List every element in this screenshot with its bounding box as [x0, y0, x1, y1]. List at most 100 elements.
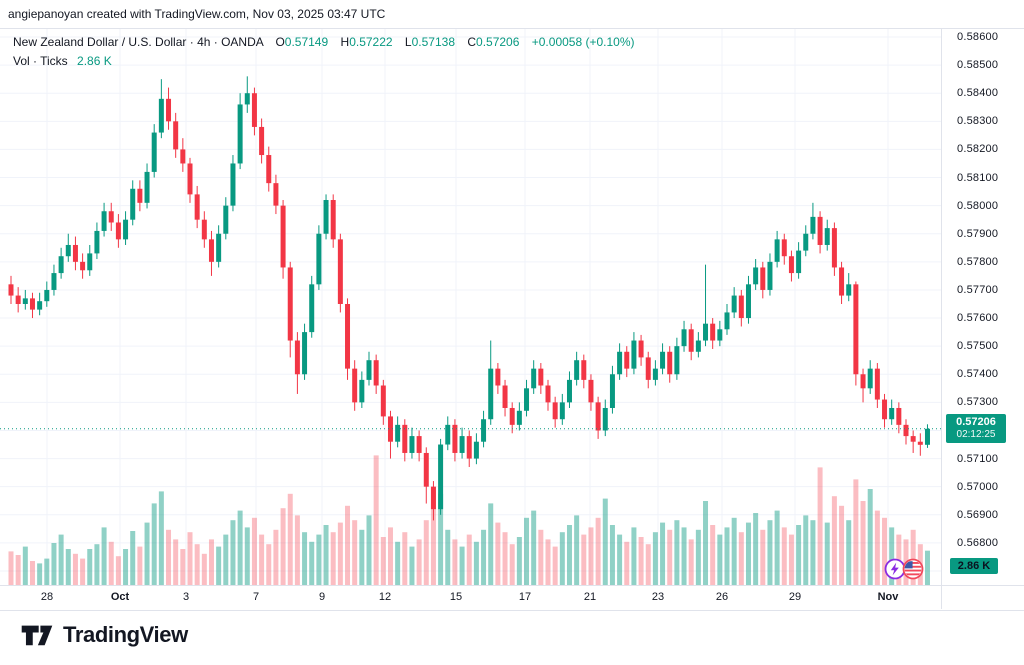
volume-bar [80, 558, 86, 585]
candle-body [767, 261, 773, 290]
tradingview-logo[interactable]: TradingView [20, 622, 188, 648]
volume-bar [373, 455, 379, 585]
candle-body [531, 368, 537, 389]
candle-body [166, 98, 172, 122]
time-axis-label: 12 [378, 591, 392, 603]
candle-body [738, 295, 744, 319]
candle-body [581, 360, 587, 380]
volume-bar [345, 505, 351, 585]
volume-bar [208, 539, 214, 585]
volume-bar [115, 556, 121, 585]
candle-body [817, 216, 823, 245]
volume-bar [724, 527, 730, 585]
price-axis-label: 0.57500 [957, 340, 999, 353]
volume-bar [137, 546, 143, 585]
volume-bar [524, 517, 530, 585]
volume-bar [323, 525, 329, 585]
candle-body [874, 368, 880, 400]
time-axis-label: 21 [583, 591, 597, 603]
candle-body [667, 351, 673, 375]
volume-bar [473, 541, 479, 585]
volume-bar [223, 534, 229, 585]
volume-bar [760, 529, 766, 585]
ohlc-close: C0.57206 [467, 35, 520, 49]
candle-body [566, 379, 572, 403]
candle-body [180, 149, 186, 164]
time-axis-label: Nov [877, 591, 899, 603]
candle-body [309, 284, 315, 333]
volume-bar [495, 522, 501, 585]
volume-bar [273, 529, 279, 585]
volume-bar [387, 527, 393, 585]
volume-bar [466, 534, 472, 585]
volume-label: Vol · Ticks [13, 54, 68, 68]
us-flag-event-icon[interactable] [902, 558, 924, 580]
candle-body [287, 267, 293, 341]
candle-body [65, 244, 71, 257]
volume-bar [846, 520, 852, 585]
candle-body [703, 323, 709, 341]
volume-bar [652, 532, 658, 585]
volume-bar [703, 501, 709, 585]
volume-bar [452, 539, 458, 585]
candle-body [867, 368, 873, 389]
time-axis-label: 7 [252, 591, 260, 603]
volume-bar [874, 510, 880, 585]
volume-bar [280, 508, 286, 585]
candle-body [509, 407, 515, 425]
candle-body [552, 402, 558, 420]
price-axis[interactable]: 0.58600 0.58500 0.58400 0.58300 0.58200 0.581… [941, 28, 1024, 609]
volume-bar [402, 532, 408, 585]
candle-body [488, 368, 494, 420]
volume-bar [173, 539, 179, 585]
volume-bar [251, 517, 257, 585]
time-axis[interactable]: 28 Oct 3 7 9 12 15 17 21 23 26 29 Nov [0, 585, 1024, 611]
candle-body [588, 379, 594, 403]
candle-body [173, 121, 179, 150]
legend-title-row[interactable]: New Zealand Dollar / U.S. Dollar · 4h · … [13, 33, 635, 51]
candle-body [72, 244, 78, 262]
candle-body [624, 351, 630, 369]
volume-bar [545, 539, 551, 585]
candle-body [130, 188, 136, 220]
tradingview-logo-text: TradingView [63, 622, 188, 647]
candle-body [896, 407, 902, 425]
candle-body [674, 346, 680, 375]
volume-bar [352, 520, 358, 585]
candle-body [645, 357, 651, 380]
candle-body [409, 436, 415, 453]
candle-body [839, 267, 845, 296]
time-axis-label: 15 [449, 591, 463, 603]
bar-countdown: 02:12:25 [956, 429, 996, 440]
candle-body [345, 303, 351, 369]
legend-volume-row[interactable]: Vol · Ticks 2.86 K [13, 52, 635, 70]
candle-body [481, 419, 487, 442]
current-price-value: 0.57206 [956, 416, 996, 428]
price-axis-label: 0.56900 [957, 508, 999, 521]
candle-body [731, 295, 737, 313]
price-axis-label: 0.58500 [957, 59, 999, 72]
volume-bar [330, 532, 336, 585]
attribution-text: angiepanoyan created with TradingView.co… [8, 7, 386, 21]
volume-bar [788, 534, 794, 585]
candle-body [280, 205, 286, 268]
candle-body [473, 441, 479, 459]
volume-bar [237, 510, 243, 585]
volume-bar [395, 541, 401, 585]
volume-bar [767, 520, 773, 585]
candle-body [846, 284, 852, 296]
price-change: +0.00058 (+0.10%) [531, 35, 635, 49]
price-axis-label: 0.57100 [957, 452, 999, 465]
volume-bar [94, 544, 100, 585]
volume-bar [817, 467, 823, 585]
time-axis-label: 28 [40, 591, 54, 603]
candle-body [917, 441, 923, 445]
volume-bar [230, 520, 236, 585]
volume-bar [617, 534, 623, 585]
candle-body [631, 340, 637, 369]
candle-body [187, 163, 193, 195]
candle-body [144, 171, 150, 203]
candlestick-chart-canvas[interactable] [0, 0, 941, 609]
volume-bar [609, 525, 615, 585]
